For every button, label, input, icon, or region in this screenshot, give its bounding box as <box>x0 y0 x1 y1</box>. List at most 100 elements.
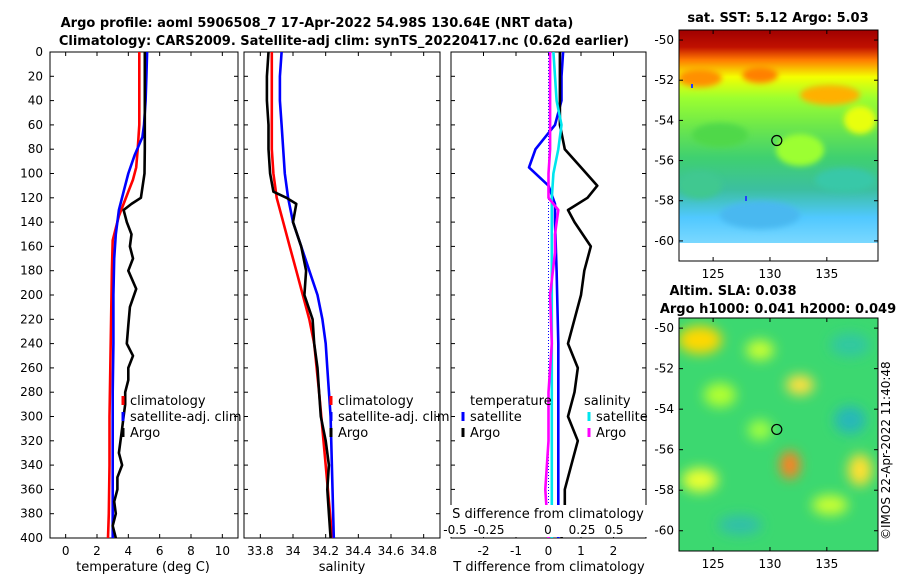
s-tick-label: 0.5 <box>604 523 623 537</box>
map-y-tick-label: -58 <box>654 194 674 208</box>
sst-cool-patch <box>720 201 800 229</box>
salinity-series <box>265 52 336 538</box>
sla-high-patch <box>848 454 872 486</box>
s-difference-label: S difference from climatology <box>452 507 644 522</box>
map-y-tick-label: -58 <box>654 483 674 497</box>
map-x-tick-label: 125 <box>702 267 725 281</box>
x-tick-label: 34.8 <box>410 544 437 558</box>
sla-high-patch <box>746 340 774 360</box>
map-y-tick-label: -52 <box>654 73 674 87</box>
depth-tick-label: 320 <box>20 434 43 448</box>
map-y-tick-label: -54 <box>654 113 674 127</box>
s-tick-label: 0 <box>544 523 552 537</box>
depth-tick-label: 340 <box>20 458 43 472</box>
x-tick-label: 0 <box>545 544 553 558</box>
figure-title-line1: Argo profile: aoml 5906508_7 17-Apr-2022… <box>61 16 574 31</box>
sla-map-axes: 125 130 135 -50 -52 -54 -56 -58 -60 <box>654 318 878 571</box>
legend-label-t-satellite: satellite <box>470 410 522 425</box>
legend-label-argo: Argo <box>338 426 368 441</box>
x-tick-label: 0 <box>62 544 70 558</box>
map-x-tick-label: 135 <box>815 267 838 281</box>
legend-label-s-argo: Argo <box>596 426 626 441</box>
depth-tick-label: 240 <box>20 337 43 351</box>
map-x-tick-label: 130 <box>759 557 782 571</box>
sst-texture <box>679 67 876 229</box>
s-tick-label: 0.25 <box>569 523 596 537</box>
depth-tick-label: 140 <box>20 215 43 229</box>
temperature-panel: 0204060801001201401601802002202402602803… <box>20 45 242 575</box>
map-y-tick-label: -56 <box>654 154 674 168</box>
s-tick-label: -0.5 <box>443 523 466 537</box>
salinity-depth-ticks <box>244 51 440 539</box>
series-argo <box>265 52 332 538</box>
x-tick-label: 6 <box>156 544 164 558</box>
temperature-xlabel: temperature (deg C) <box>76 560 210 575</box>
legend-title-temperature: temperature <box>470 394 552 409</box>
s-tick-label: -0.25 <box>473 523 504 537</box>
depth-tick-label: 60 <box>28 118 43 132</box>
map-y-tick-label: -60 <box>654 524 674 538</box>
x-tick-label: 2 <box>610 544 618 558</box>
figure-title-line2: Climatology: CARS2009. Satellite-adj cli… <box>59 34 629 49</box>
sla-high-patch <box>812 495 848 515</box>
sst-no-data-strip <box>679 243 878 253</box>
legend-label-s-satellite: satellite <box>596 410 648 425</box>
imos-timestamp: ©IMOS 22-Apr-2022 11:40:48 <box>879 361 893 540</box>
map-y-tick-label: -60 <box>654 234 674 248</box>
x-tick-label: 4 <box>125 544 133 558</box>
sst-map-frame <box>678 29 879 262</box>
sst-green-patch <box>692 123 748 147</box>
legend-label-climatology: climatology <box>130 394 206 409</box>
sla-map-frame <box>678 317 879 552</box>
sst-green-patch <box>776 134 824 166</box>
map-y-tick-label: -52 <box>654 362 674 376</box>
sla-map-subtitle: Argo h1000: 0.041 h2000: 0.049 <box>660 302 896 317</box>
sst-map-panel: sat. SST: 5.12 Argo: 5.03 125 130 135 -50 -5… <box>654 11 879 281</box>
depth-tick-label: 20 <box>28 69 43 83</box>
difference-legend: temperature satellite Argo salinity sate… <box>461 394 648 441</box>
x-tick-label: 8 <box>187 544 195 558</box>
series-t-argo <box>558 52 599 538</box>
series-s-argo <box>543 52 560 538</box>
sst-cool-patch <box>815 168 875 192</box>
temperature-x-axis: 0 2 4 6 8 10 <box>62 52 230 558</box>
sla-map-title: Altim. SLA: 0.038 <box>670 284 797 299</box>
map-y-tick-label: -50 <box>654 33 674 47</box>
series-argo <box>111 52 147 538</box>
sla-texture <box>679 326 872 535</box>
sst-warm-patch <box>844 106 876 134</box>
x-tick-label: 34.4 <box>345 544 372 558</box>
sla-high-patch <box>786 375 814 395</box>
sla-high-patch <box>682 468 718 492</box>
depth-tick-label: 200 <box>20 288 43 302</box>
depth-tick-label: 80 <box>28 142 43 156</box>
sla-low-patch <box>718 515 762 535</box>
sst-cool-patch <box>679 171 722 199</box>
salinity-panel: 33.8 34 34.2 34.4 34.6 34.8 salinity climatol… <box>243 51 450 575</box>
x-tick-label: -1 <box>510 544 522 558</box>
map-x-tick-label: 125 <box>702 557 725 571</box>
sst-heatmap <box>679 30 878 253</box>
depth-tick-label: 380 <box>20 507 43 521</box>
x-tick-label: 2 <box>93 544 101 558</box>
depth-tick-label: 400 <box>20 531 43 545</box>
depth-tick-label: 100 <box>20 167 43 181</box>
x-tick-label: 34.2 <box>312 544 339 558</box>
legend-label-satellite: satellite-adj. clim <box>130 410 242 425</box>
depth-tick-label: 0 <box>35 45 43 59</box>
depth-tick-label: 260 <box>20 361 43 375</box>
x-tick-label: 34.6 <box>378 544 405 558</box>
sst-map-axes: 125 130 135 -50 -52 -54 -56 -58 -60 <box>654 30 878 281</box>
temperature-series <box>106 52 149 538</box>
difference-series <box>527 52 599 538</box>
sla-low-patch <box>834 406 866 434</box>
salinity-axes-box <box>243 51 441 539</box>
sst-warm-patch <box>679 69 722 87</box>
legend-title-salinity: salinity <box>584 394 631 409</box>
sla-low-patch <box>830 333 870 357</box>
depth-tick-label: 180 <box>20 264 43 278</box>
sst-warm-patch <box>742 67 778 83</box>
series-s-satellite <box>550 52 563 538</box>
x-tick-label: 10 <box>215 544 230 558</box>
depth-tick-label: 120 <box>20 191 43 205</box>
